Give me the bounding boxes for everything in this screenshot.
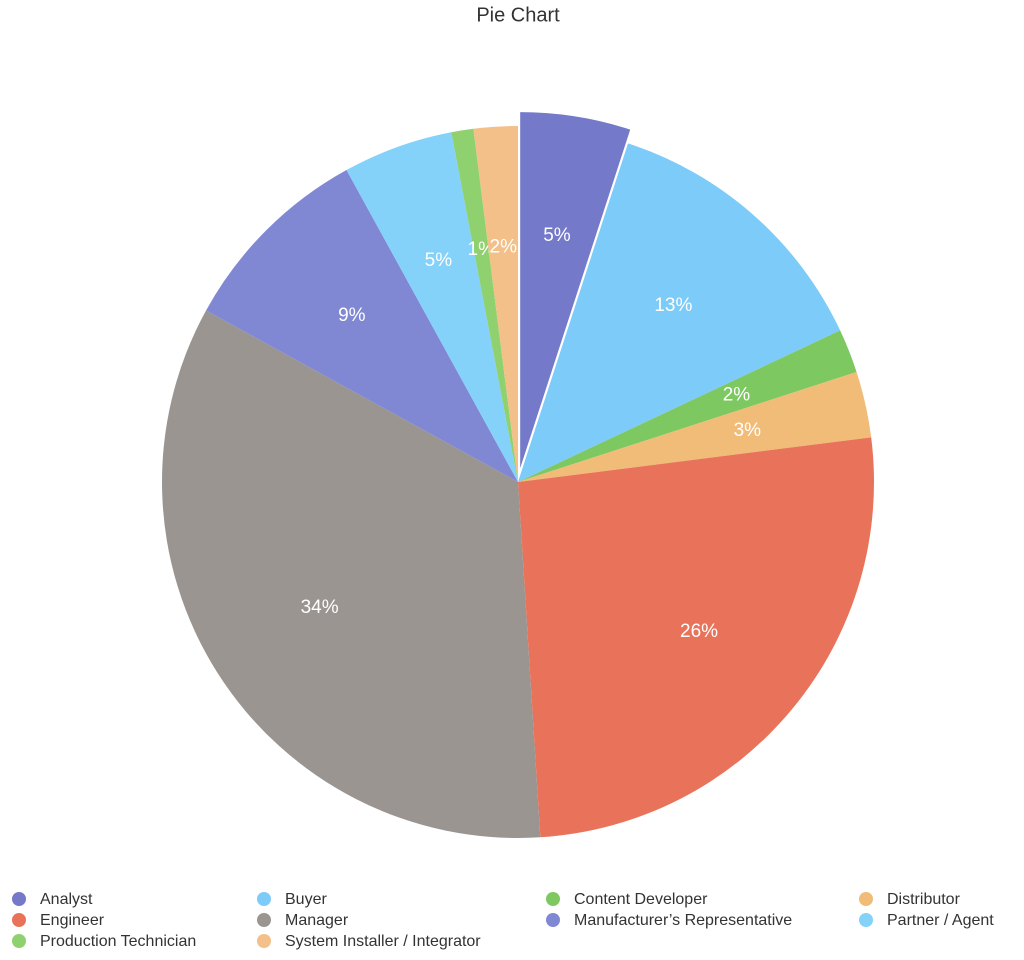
legend-marker [12, 892, 26, 906]
slice-label: 9% [338, 305, 366, 326]
legend-marker [546, 892, 560, 906]
legend-marker [257, 934, 271, 948]
legend-label: Manufacturer’s Representative [574, 912, 792, 929]
pie-slice [346, 132, 518, 483]
pie-slice [518, 330, 857, 482]
legend-marker [12, 913, 26, 927]
pie-slice [518, 143, 841, 482]
slice-label: 2% [490, 237, 518, 258]
legend-label: Partner / Agent [887, 912, 994, 929]
pie-slice [161, 310, 541, 838]
legend-marker [859, 892, 873, 906]
slice-label: 34% [301, 597, 339, 618]
slice-label: 2% [723, 385, 751, 406]
legend-label: Production Technician [40, 933, 196, 950]
legend-label: Analyst [40, 891, 93, 908]
pie-slice [518, 437, 874, 838]
legend-marker [257, 892, 271, 906]
pie-slice [451, 128, 518, 482]
slice-label: 5% [425, 250, 453, 271]
legend-label: Distributor [887, 891, 961, 908]
legend-label: Content Developer [574, 891, 708, 908]
legend-marker [257, 913, 271, 927]
pie-slice [473, 126, 518, 482]
legend-label: Manager [285, 912, 349, 929]
chart-title: Pie Chart [476, 4, 560, 26]
legend-label: System Installer / Integrator [285, 933, 481, 950]
legend-marker [546, 913, 560, 927]
slice-label: 13% [654, 295, 692, 316]
slice-label: 26% [680, 621, 718, 642]
legend-label: Buyer [285, 891, 327, 908]
legend-label: Engineer [40, 912, 105, 929]
slice-label: 3% [734, 420, 762, 441]
pie-slice [518, 371, 872, 482]
pie-slice [520, 112, 631, 469]
pie-slice [206, 170, 518, 482]
legend-marker [12, 934, 26, 948]
slice-label: 5% [543, 225, 571, 246]
legend-marker [859, 913, 873, 927]
